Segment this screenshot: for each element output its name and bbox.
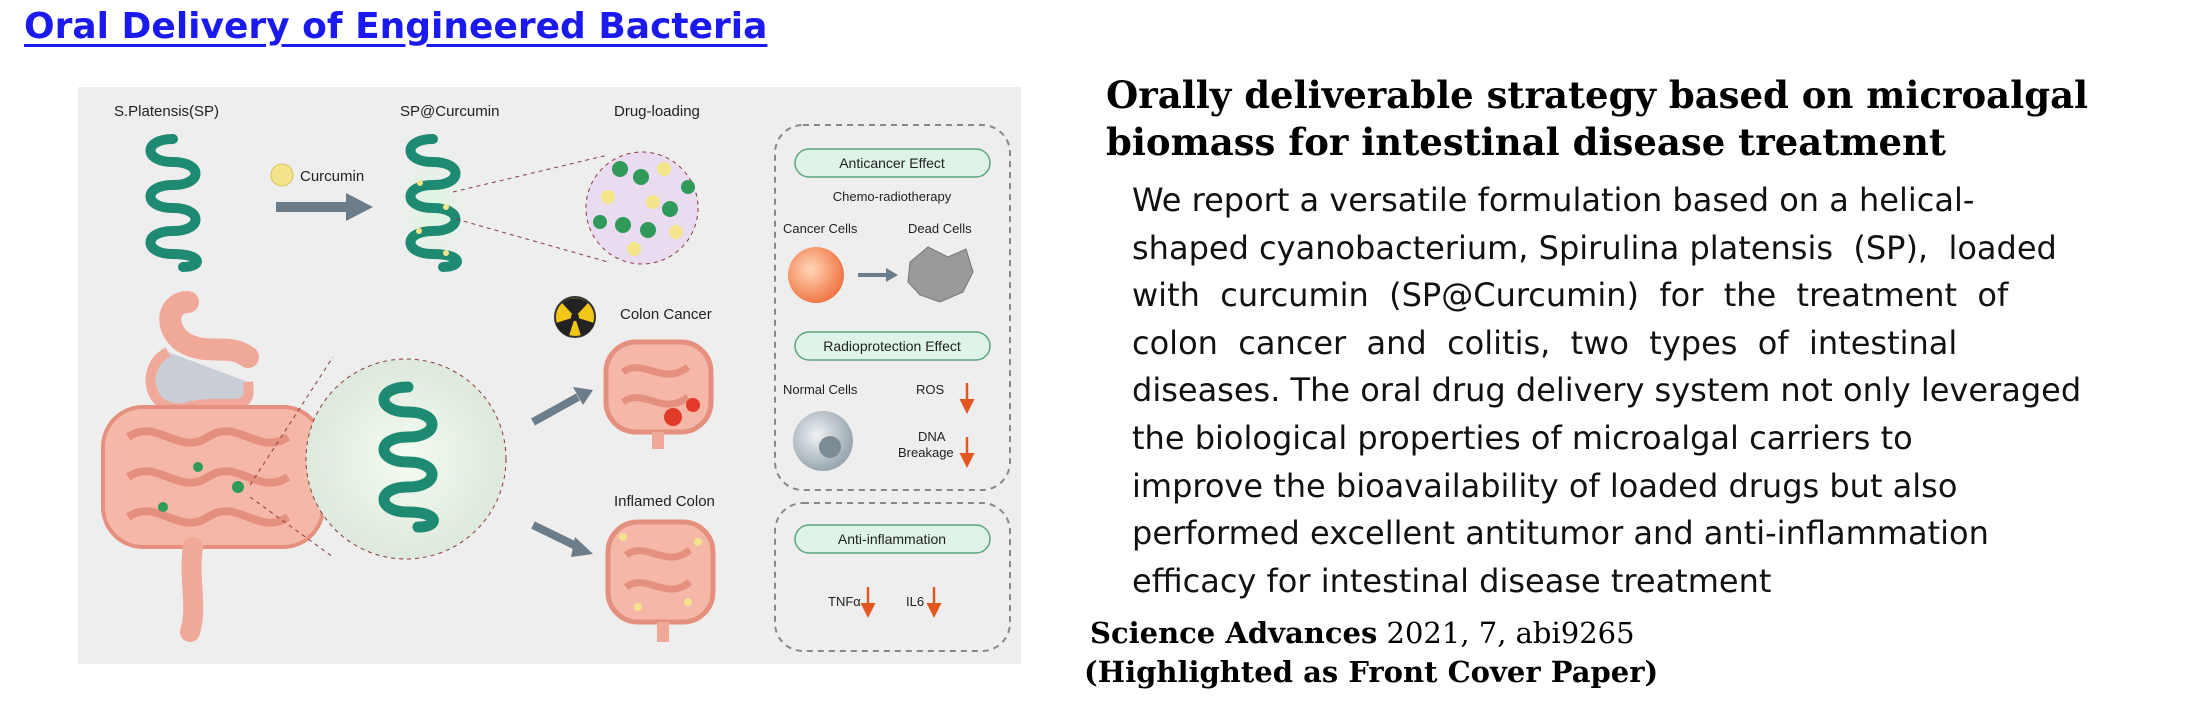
curcumin-dot-icon bbox=[270, 163, 294, 187]
abstract-line: the biological properties of microalgal … bbox=[1132, 418, 1913, 457]
colon-cancer-icon bbox=[603, 339, 714, 449]
label-cancer-cells: Cancer Cells bbox=[783, 221, 858, 236]
slide-title: Oral Delivery of Engineered Bacteria bbox=[24, 6, 768, 47]
inflamed-colon-icon bbox=[605, 519, 716, 642]
abstract-line: performed excellent antitumor and anti-i… bbox=[1132, 514, 1989, 553]
drug-particles-icon bbox=[593, 161, 695, 256]
citation: Science Advances 2021, 7, abi9265 bbox=[1090, 616, 1635, 650]
abstract-line: diseases. The oral drug delivery system … bbox=[1132, 371, 2082, 410]
label-tnf: TNFα bbox=[828, 594, 861, 609]
dead-cell-icon bbox=[907, 246, 974, 303]
label-colon-cancer: Colon Cancer bbox=[620, 306, 712, 323]
label-drug-loading: Drug-loading bbox=[614, 103, 700, 120]
label-inflamed-colon: Inflamed Colon bbox=[614, 493, 715, 510]
load-arrow-icon bbox=[276, 193, 373, 221]
spirulina-helix-icon bbox=[145, 134, 202, 272]
arrow-to-inflamed-colon-icon bbox=[531, 521, 580, 551]
anti-inflammation-panel bbox=[774, 502, 1011, 652]
arrow-to-colon-cancer-icon bbox=[531, 393, 580, 426]
spirulina-in-gut-icon bbox=[378, 381, 439, 533]
label-dead-cells: Dead Cells bbox=[908, 221, 972, 236]
journal-name: Science Advances bbox=[1090, 616, 1378, 650]
abstract-line: improve the bioavailability of loaded dr… bbox=[1132, 466, 1958, 505]
paper-title: Orally deliverable strategy based on mic… bbox=[1106, 73, 2089, 164]
abstract-line: efficacy for intestinal disease treatmen… bbox=[1132, 561, 1772, 600]
badge-anti-inflammation bbox=[794, 524, 991, 554]
highlight-note: (Highlighted as Front Cover Paper) bbox=[1084, 655, 1659, 689]
label-il6: IL6 bbox=[906, 594, 924, 609]
abstract-line: We report a versatile formulation based … bbox=[1132, 181, 1975, 219]
abstract-line: with curcumin (SP@Curcumin) for the trea… bbox=[1132, 276, 2009, 315]
abstract-line: colon cancer and colitis, two types of i… bbox=[1132, 323, 1958, 362]
citation-details: 2021, 7, abi9265 bbox=[1377, 616, 1635, 650]
effects-panel bbox=[774, 124, 1011, 491]
radiation-icon bbox=[554, 296, 596, 338]
label-dna: DNA bbox=[918, 429, 946, 444]
label-breakage: Breakage bbox=[898, 445, 954, 460]
label-chemo-radiotherapy: Chemo-radiotherapy bbox=[833, 189, 952, 204]
paper-abstract: We report a versatile formulation based … bbox=[1132, 177, 2182, 605]
badge-anti-inflammation-text: Anti-inflammation bbox=[838, 531, 946, 547]
graphical-abstract-figure: S.Platensis(SP) Curcumin SP@Curcumin Dru… bbox=[78, 87, 1021, 664]
label-curcumin: Curcumin bbox=[300, 168, 364, 185]
label-sp: S.Platensis(SP) bbox=[114, 103, 219, 120]
label-normal-cells: Normal Cells bbox=[783, 382, 858, 397]
digestive-tract-icon bbox=[101, 291, 325, 642]
label-ros: ROS bbox=[916, 382, 945, 397]
badge-anticancer-text: Anticancer Effect bbox=[839, 155, 945, 171]
badge-radioprotection bbox=[794, 331, 991, 361]
drug-loading-zoom bbox=[585, 151, 699, 265]
badge-anticancer bbox=[794, 148, 991, 178]
sp-curcumin-helix-icon bbox=[405, 134, 462, 272]
label-sp-curcumin: SP@Curcumin bbox=[400, 103, 499, 120]
abstract-line: shaped cyanobacterium, Spirulina platens… bbox=[1132, 228, 2057, 267]
badge-radioprotection-text: Radioprotection Effect bbox=[823, 338, 961, 354]
cancer-cell-icon bbox=[788, 247, 844, 303]
